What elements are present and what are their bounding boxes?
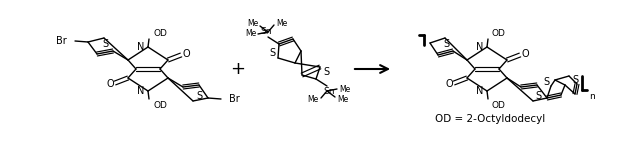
Text: N: N: [476, 86, 483, 96]
Text: Me: Me: [337, 94, 348, 104]
Text: S: S: [102, 39, 108, 49]
Text: OD = 2-Octyldodecyl: OD = 2-Octyldodecyl: [435, 114, 545, 124]
Text: Me: Me: [339, 84, 351, 93]
Text: N: N: [137, 86, 144, 96]
Text: O: O: [182, 49, 190, 59]
Text: OD: OD: [492, 29, 506, 37]
Text: Me: Me: [247, 19, 258, 29]
Text: Me: Me: [244, 30, 256, 38]
Text: OD: OD: [153, 29, 167, 37]
Text: OD: OD: [153, 101, 167, 109]
Text: Me: Me: [308, 96, 319, 105]
Text: S: S: [543, 77, 549, 87]
Text: S: S: [535, 91, 541, 101]
Text: +: +: [231, 60, 246, 78]
Text: Br: Br: [229, 94, 240, 104]
Text: N: N: [137, 42, 144, 52]
Text: O: O: [106, 79, 114, 89]
Text: Sn: Sn: [323, 86, 335, 96]
Text: O: O: [521, 49, 529, 59]
Text: N: N: [476, 42, 483, 52]
Text: S: S: [270, 48, 276, 58]
Text: S: S: [196, 91, 202, 101]
Text: S: S: [572, 75, 578, 85]
Text: S: S: [443, 39, 449, 49]
Text: OD: OD: [492, 101, 506, 109]
Text: Sn: Sn: [260, 28, 272, 36]
Text: Br: Br: [57, 36, 67, 46]
Text: n: n: [589, 92, 595, 101]
Text: Me: Me: [276, 18, 287, 28]
Text: S: S: [323, 67, 329, 77]
Text: O: O: [445, 79, 453, 89]
